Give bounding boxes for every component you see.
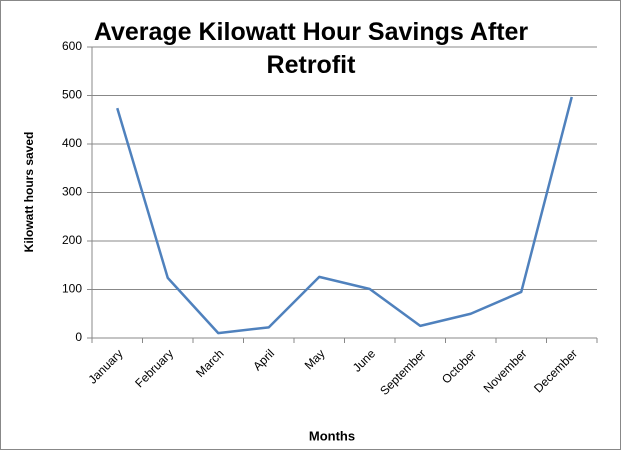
y-tick-label: 0 bbox=[75, 330, 82, 344]
y-tick-label: 100 bbox=[62, 282, 82, 296]
y-tick-label: 200 bbox=[62, 233, 82, 247]
y-tick-label: 600 bbox=[62, 39, 82, 53]
chart-title: Average Kilowatt Hour Savings After Retr… bbox=[93, 18, 529, 79]
y-tick-label: 500 bbox=[62, 88, 82, 102]
y-tick-label: 400 bbox=[62, 136, 82, 150]
y-axis-label: Kilowatt hours saved bbox=[22, 132, 36, 253]
y-tick-label: 300 bbox=[62, 185, 82, 199]
line-series bbox=[116, 96, 573, 335]
x-axis-label: Months bbox=[309, 428, 355, 443]
